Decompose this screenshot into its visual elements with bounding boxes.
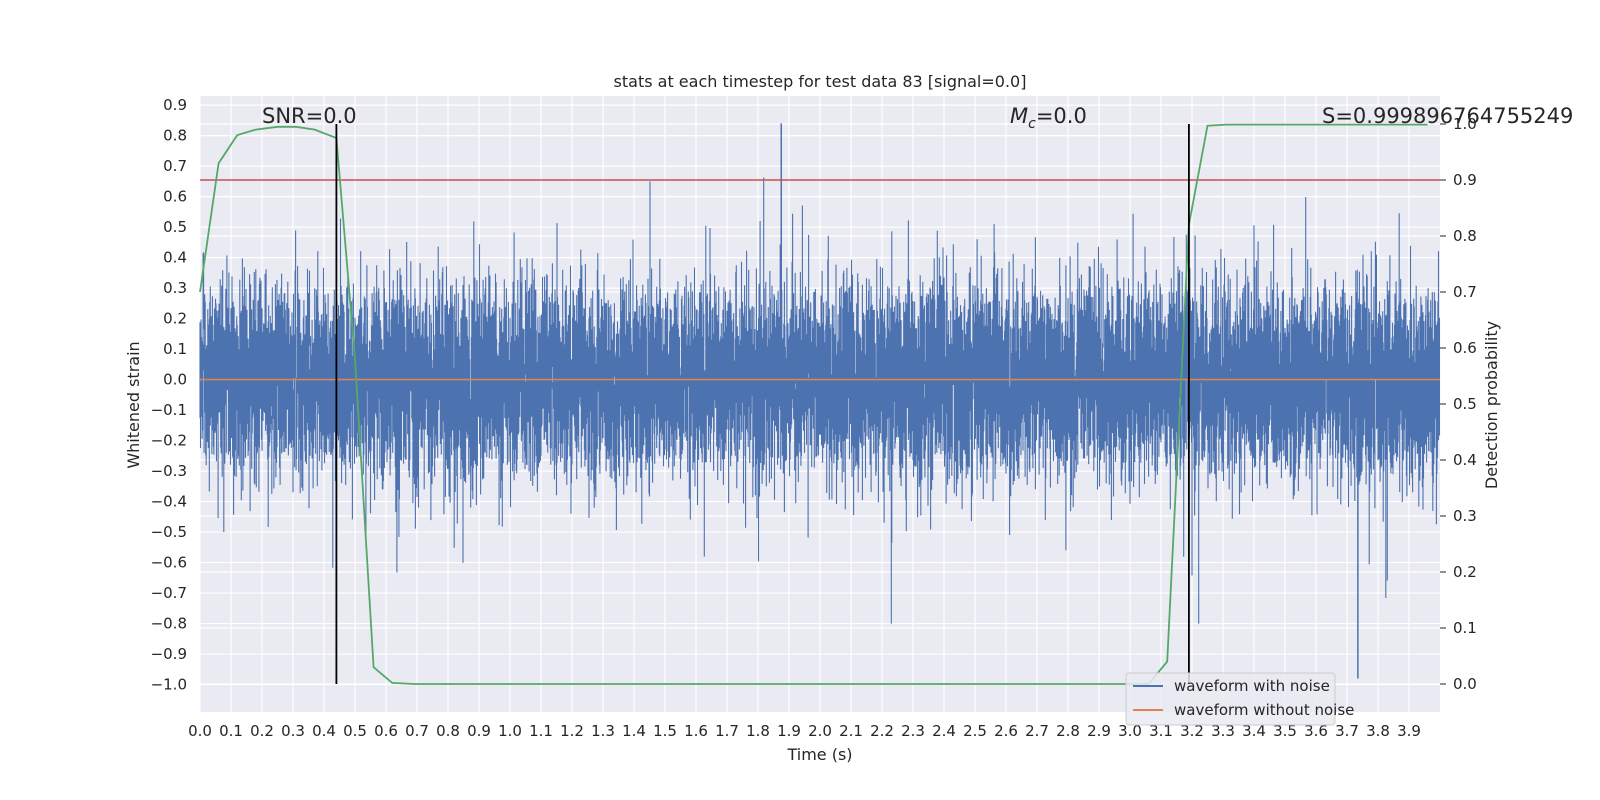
legend-box: [1125, 672, 1336, 726]
x-tick-label: 1.5: [653, 722, 677, 740]
y2-tick-label: 0.3: [1453, 507, 1477, 525]
x-tick-label: 0.2: [250, 722, 274, 740]
y-axis-label: Whitened strain: [124, 341, 143, 468]
y2-tick-label: 0.2: [1453, 563, 1477, 581]
x-tick-label: 2.3: [901, 722, 925, 740]
y-tick-label: −0.3: [151, 462, 187, 480]
y-tick-label: 0.9: [163, 96, 187, 114]
y-tick-label: 0.7: [163, 157, 187, 175]
y-tick-label: 0.4: [163, 249, 187, 267]
x-tick-label: 1.6: [684, 722, 708, 740]
chart-title: stats at each timestep for test data 83 …: [614, 72, 1027, 91]
x-tick-label: 1.7: [715, 722, 739, 740]
x-axis-ticks: 0.0 0.1 0.2 0.3 0.4 0.5 0.6 0.7 0.8 0.9 1.0 1.1 1.2 1…: [188, 722, 1421, 740]
x-tick-label: 0.0: [188, 722, 212, 740]
legend-label-clean: waveform without noise: [1174, 701, 1354, 719]
legend-label-noise: waveform with noise: [1174, 677, 1330, 695]
x-tick-label: 3.9: [1397, 722, 1421, 740]
y-tick-label: −1.0: [151, 676, 187, 694]
x-tick-label: 3.2: [1180, 722, 1204, 740]
x-tick-label: 2.5: [963, 722, 987, 740]
y-tick-label: −0.7: [151, 584, 187, 602]
x-tick-label: 1.4: [622, 722, 646, 740]
y-axis-ticks: 0.9 0.8 0.7 0.6 0.5 0.4 0.3 0.2 0.1 0.0 −0.1 −0.2 −0…: [151, 96, 187, 693]
y-tick-label: 0.3: [163, 279, 187, 297]
x-tick-label: 1.8: [746, 722, 770, 740]
x-tick-label: 0.7: [405, 722, 429, 740]
x-tick-label: 3.0: [1118, 722, 1142, 740]
y-tick-label: −0.5: [151, 523, 187, 541]
x-tick-label: 3.3: [1211, 722, 1235, 740]
x-tick-label: 3.8: [1366, 722, 1390, 740]
x-tick-label: 1.1: [529, 722, 553, 740]
y-tick-label: 0.8: [163, 127, 187, 145]
y2-tick-label: 0.4: [1453, 451, 1477, 469]
y2-axis-label: Detection probability: [1482, 321, 1501, 489]
snr-annotation: SNR=0.0: [262, 104, 357, 128]
y-tick-label: 0.2: [163, 310, 187, 328]
x-tick-label: 0.9: [467, 722, 491, 740]
x-tick-label: 2.0: [808, 722, 832, 740]
x-tick-label: 3.7: [1335, 722, 1359, 740]
y-tick-label: −0.9: [151, 645, 187, 663]
x-tick-label: 0.3: [281, 722, 305, 740]
waveform-with-noise-series: [199, 123, 1441, 679]
x-tick-label: 0.5: [343, 722, 367, 740]
s-annotation: S=0.999896764755249: [1322, 104, 1573, 128]
x-tick-label: 1.3: [591, 722, 615, 740]
x-tick-label: 0.4: [312, 722, 336, 740]
y-tick-label: −0.8: [151, 615, 187, 633]
x-tick-label: 2.4: [932, 722, 956, 740]
x-tick-label: 3.6: [1304, 722, 1328, 740]
x-tick-label: 0.6: [374, 722, 398, 740]
x-tick-label: 3.5: [1273, 722, 1297, 740]
y2-tick-label: 0.1: [1453, 619, 1477, 637]
y-tick-label: 0.5: [163, 218, 187, 236]
x-tick-label: 1.9: [777, 722, 801, 740]
x-tick-label: 2.2: [870, 722, 894, 740]
legend: waveform with noise waveform without noi…: [1125, 672, 1354, 726]
y-tick-label: −0.4: [151, 493, 187, 511]
y-tick-label: 0.0: [163, 371, 187, 389]
x-tick-label: 0.1: [219, 722, 243, 740]
x-tick-label: 2.6: [994, 722, 1018, 740]
x-tick-label: 3.4: [1242, 722, 1266, 740]
y2-axis-ticks: 1.0 0.9 0.8 0.7 0.6 0.5 0.4 0.3 0.2 0.1 0.0: [1440, 115, 1477, 693]
detection-boundaries: [335, 124, 1190, 684]
y2-tick-label: 0.0: [1453, 675, 1477, 693]
x-tick-label: 2.9: [1087, 722, 1111, 740]
x-tick-label: 1.0: [498, 722, 522, 740]
y2-tick-label: 1.0: [1453, 115, 1477, 133]
mc-annotation: Mc=0.0: [1010, 104, 1087, 132]
y-tick-label: 0.1: [163, 340, 187, 358]
y-tick-label: −0.2: [151, 432, 187, 450]
x-tick-label: 2.8: [1056, 722, 1080, 740]
y-tick-label: 0.6: [163, 188, 187, 206]
x-tick-label: 0.8: [436, 722, 460, 740]
y2-tick-label: 0.6: [1453, 339, 1477, 357]
y2-tick-label: 0.9: [1453, 171, 1477, 189]
y2-tick-label: 0.5: [1453, 395, 1477, 413]
x-axis-label: Time (s): [786, 745, 852, 764]
x-tick-label: 3.1: [1149, 722, 1173, 740]
y2-tick-label: 0.7: [1453, 283, 1477, 301]
x-tick-label: 2.1: [839, 722, 863, 740]
noise-trace: [199, 177, 1441, 624]
y-tick-label: −0.1: [151, 401, 187, 419]
x-tick-label: 1.2: [560, 722, 584, 740]
y-tick-label: −0.6: [151, 554, 187, 572]
y2-tick-label: 0.8: [1453, 227, 1477, 245]
x-tick-label: 2.7: [1025, 722, 1049, 740]
